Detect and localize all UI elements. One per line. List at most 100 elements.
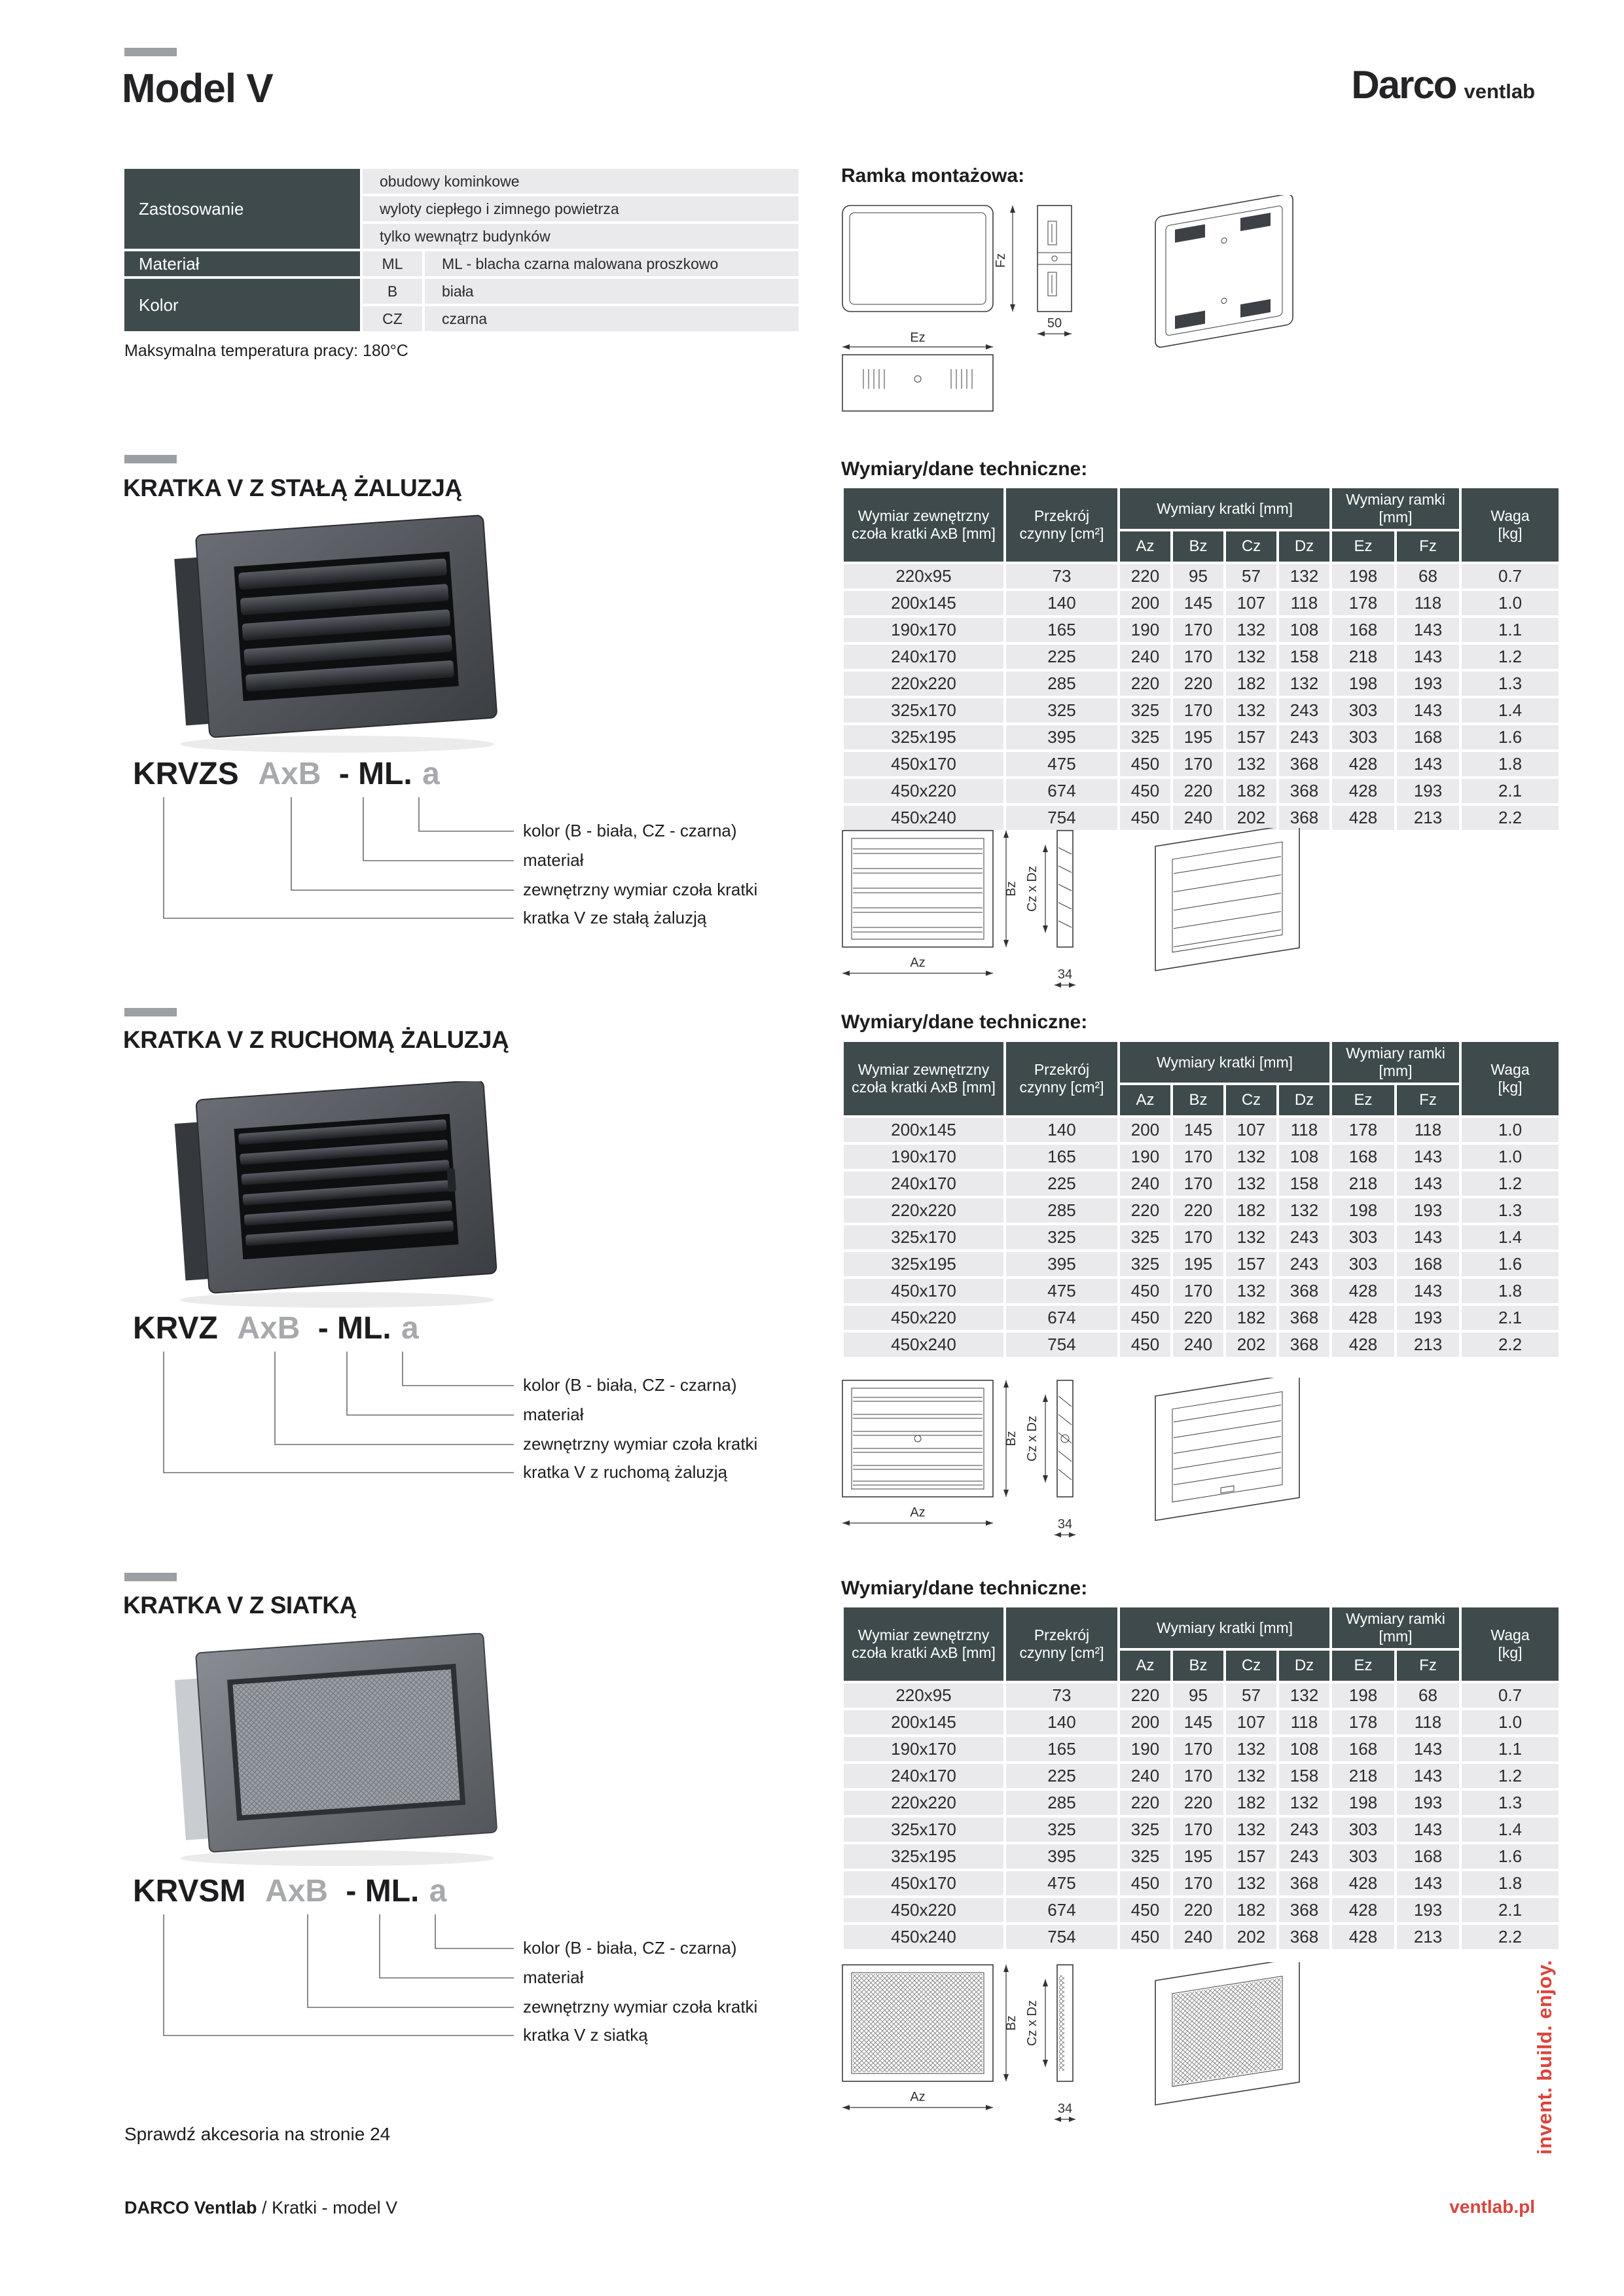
code-label-dimension: zewnętrzny wymiar czoła kratki bbox=[523, 1434, 757, 1454]
table-cell: 200 bbox=[1120, 1710, 1170, 1734]
accessories-note: Sprawdź akcesoria na stronie 24 bbox=[124, 2124, 391, 2144]
table-cell: 132 bbox=[1226, 1818, 1276, 1842]
table-cell: 178 bbox=[1332, 1710, 1394, 1734]
mounting-frame-title: Ramka montażowa: bbox=[841, 165, 1025, 187]
table-cell: 303 bbox=[1332, 1844, 1394, 1869]
table-cell: 132 bbox=[1226, 1225, 1276, 1249]
table-cell: 73 bbox=[1006, 564, 1117, 588]
table-cell: 170 bbox=[1173, 1172, 1223, 1196]
table-cell: 475 bbox=[1006, 1279, 1117, 1303]
table-cell: 325x195 bbox=[844, 725, 1003, 749]
table-cell: 170 bbox=[1173, 1818, 1223, 1842]
table-cell: 240 bbox=[1120, 1172, 1170, 1196]
table-cell: 325 bbox=[1120, 725, 1170, 749]
table-cell: 202 bbox=[1226, 1925, 1276, 1949]
table-cell: 325 bbox=[1006, 1818, 1117, 1842]
footer-section: Kratki - model V bbox=[272, 2198, 398, 2217]
table-cell: 1.8 bbox=[1462, 752, 1559, 776]
table-cell: 170 bbox=[1173, 1737, 1223, 1761]
table-cell: 303 bbox=[1332, 1818, 1394, 1842]
table-cell: 182 bbox=[1226, 1898, 1276, 1922]
table-cell: 475 bbox=[1006, 752, 1117, 776]
table-cell: 368 bbox=[1279, 752, 1329, 776]
table-cell: 132 bbox=[1279, 672, 1329, 696]
table-cell: 450 bbox=[1120, 752, 1170, 776]
property-label-application: Zastosowanie bbox=[124, 169, 360, 249]
table-cell: 143 bbox=[1397, 1145, 1460, 1169]
table-cell: 190 bbox=[1120, 1737, 1170, 1761]
table-cell: 168 bbox=[1397, 725, 1460, 749]
table-cell: 178 bbox=[1332, 1118, 1394, 1142]
table-cell: 143 bbox=[1397, 1172, 1460, 1196]
table-cell: 240x170 bbox=[844, 645, 1003, 669]
property-label-material: Materiał bbox=[124, 251, 360, 276]
dimensions-table-krvz: Wymiar zewnętrzny czoła kratki AxB [mm] … bbox=[841, 1039, 1562, 1359]
table-cell: 428 bbox=[1332, 1898, 1394, 1922]
table-cell: 213 bbox=[1397, 806, 1460, 830]
table-cell: 118 bbox=[1279, 591, 1329, 615]
table-cell: 220x220 bbox=[844, 1791, 1003, 1815]
group-header-grille: Wymiary kratki [mm] bbox=[1120, 1607, 1329, 1648]
table-cell: 325 bbox=[1006, 698, 1117, 723]
section-title: KRATKA V Z RUCHOMĄ ŻALUZJĄ bbox=[123, 1026, 509, 1053]
dimensions-title: Wymiary/dane techniczne: bbox=[841, 1577, 1088, 1599]
table-cell: 1.0 bbox=[1462, 1710, 1559, 1734]
table-cell: 220 bbox=[1173, 779, 1223, 803]
table-cell: 1.0 bbox=[1462, 591, 1559, 615]
brand-logo: Darco ventlab bbox=[1351, 62, 1535, 107]
table-cell: 428 bbox=[1332, 1925, 1394, 1949]
col-header-az: Az bbox=[1120, 1085, 1170, 1115]
table-cell: 450x170 bbox=[844, 752, 1003, 776]
col-header-dimension: Wymiar zewnętrzny czoła kratki AxB [mm] bbox=[844, 1607, 1003, 1681]
table-cell: 170 bbox=[1173, 645, 1223, 669]
table-cell: 325x195 bbox=[844, 1844, 1003, 1869]
table-cell: 182 bbox=[1226, 1306, 1276, 1330]
table-cell: 118 bbox=[1279, 1710, 1329, 1734]
table-cell: 182 bbox=[1226, 672, 1276, 696]
table-cell: 428 bbox=[1332, 779, 1394, 803]
table-cell: 132 bbox=[1279, 1683, 1329, 1708]
table-cell: 395 bbox=[1006, 1844, 1117, 1869]
table-cell: 2.1 bbox=[1462, 1306, 1559, 1330]
table-cell: 200 bbox=[1120, 1118, 1170, 1142]
dim-label-34: 34 bbox=[1058, 2102, 1072, 2116]
table-cell: 132 bbox=[1226, 752, 1276, 776]
table-cell: 220x95 bbox=[844, 1683, 1003, 1708]
table-cell: 68 bbox=[1397, 564, 1460, 588]
table-cell: 1.1 bbox=[1462, 1737, 1559, 1761]
code-model: KRVZS bbox=[133, 757, 239, 791]
group-header-frame: Wymiary ramki [mm] bbox=[1332, 1042, 1460, 1083]
table-cell: 285 bbox=[1006, 1198, 1117, 1223]
table-cell: 168 bbox=[1332, 1145, 1394, 1169]
table-cell: 368 bbox=[1279, 779, 1329, 803]
dim-label-az: Az bbox=[910, 2090, 925, 2104]
table-cell: 170 bbox=[1173, 1279, 1223, 1303]
section-marker-bar bbox=[124, 48, 177, 56]
table-cell: 240x170 bbox=[844, 1172, 1003, 1196]
table-cell: 325x170 bbox=[844, 1225, 1003, 1249]
table-cell: 1.2 bbox=[1462, 1172, 1559, 1196]
col-header-dimension: Wymiar zewnętrzny czoła kratki AxB [mm] bbox=[844, 488, 1003, 562]
table-cell: 143 bbox=[1397, 1871, 1460, 1895]
website-link[interactable]: ventlab.pl bbox=[1449, 2197, 1535, 2217]
table-cell: 220 bbox=[1173, 1898, 1223, 1922]
table-row: 450x220 674 450 220 182 368 428 193 2.1 bbox=[844, 1306, 1559, 1330]
code-size: AxB bbox=[265, 1874, 328, 1909]
table-cell: 95 bbox=[1173, 564, 1223, 588]
property-label-color: Kolor bbox=[124, 279, 360, 331]
table-cell: 1.1 bbox=[1462, 618, 1559, 642]
section-marker-bar bbox=[124, 455, 177, 463]
table-cell: 368 bbox=[1279, 1925, 1329, 1949]
table-cell: 95 bbox=[1173, 1683, 1223, 1708]
table-cell: 243 bbox=[1279, 725, 1329, 749]
col-header-bz: Bz bbox=[1173, 1085, 1223, 1115]
table-row: 200x145 140 200 145 107 118 178 118 1.0 bbox=[844, 591, 1559, 615]
table-row: 450x170 475 450 170 132 368 428 143 1.8 bbox=[844, 1871, 1559, 1895]
footer-brand: DARCO Ventlab bbox=[124, 2198, 257, 2217]
table-cell: 450 bbox=[1120, 806, 1170, 830]
table-cell: 132 bbox=[1226, 1172, 1276, 1196]
table-cell: 220 bbox=[1120, 672, 1170, 696]
table-cell: 195 bbox=[1173, 1844, 1223, 1869]
technical-drawing-movable-louver: Bz Az Cz x Dz 34 bbox=[842, 1378, 1300, 1537]
table-cell: 325 bbox=[1120, 1225, 1170, 1249]
